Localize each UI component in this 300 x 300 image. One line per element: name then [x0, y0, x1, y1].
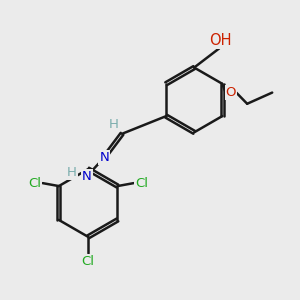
Text: Cl: Cl [28, 177, 41, 190]
Text: H: H [109, 118, 119, 131]
Text: Cl: Cl [82, 255, 95, 268]
Text: H: H [67, 166, 77, 178]
Text: O: O [226, 86, 236, 99]
Text: N: N [82, 170, 92, 183]
Text: OH: OH [209, 33, 232, 48]
Text: N: N [100, 151, 109, 164]
Text: Cl: Cl [135, 177, 148, 190]
